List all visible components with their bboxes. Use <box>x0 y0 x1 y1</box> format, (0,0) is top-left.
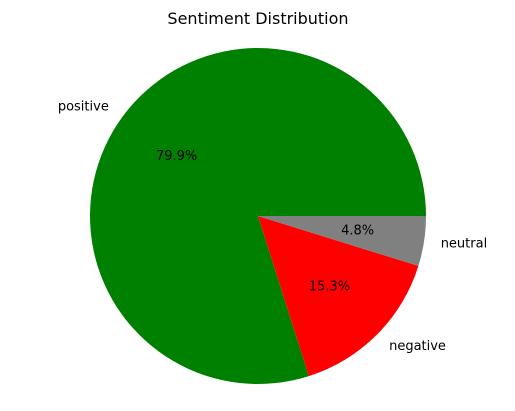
pie-slice-negative <box>258 216 419 377</box>
chart-title: Sentiment Distribution <box>167 9 348 28</box>
pie-slices <box>90 47 427 384</box>
category-label-negative: negative <box>389 339 446 354</box>
category-label-neutral: neutral <box>441 236 488 251</box>
pie-labels: 79.9% positive 15.3% negative 4.8% neutral <box>58 99 487 353</box>
category-label-positive: positive <box>58 99 109 114</box>
pct-label-neutral: 4.8% <box>341 224 374 239</box>
pct-label-negative: 15.3% <box>309 280 350 295</box>
pie-slice-neutral <box>258 216 427 266</box>
pct-label-positive: 79.9% <box>156 149 197 164</box>
